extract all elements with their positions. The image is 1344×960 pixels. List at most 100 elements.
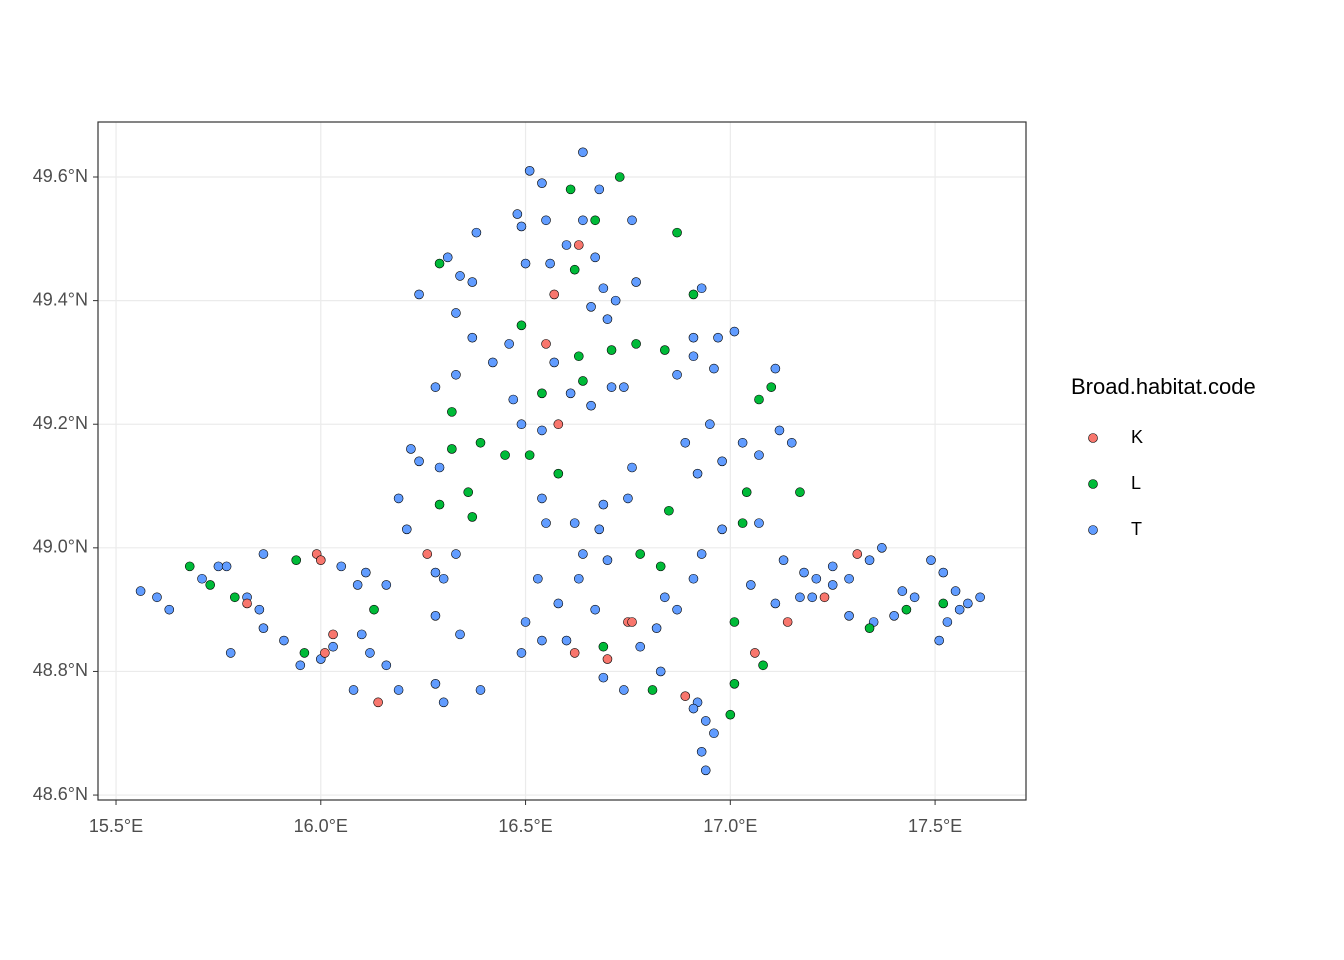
point — [950, 586, 961, 596]
point — [500, 450, 510, 460]
point — [467, 332, 478, 343]
point — [782, 617, 793, 627]
point — [672, 604, 682, 615]
point — [475, 685, 486, 695]
point — [594, 184, 605, 195]
point — [320, 648, 330, 658]
point — [827, 561, 838, 572]
point — [213, 561, 224, 572]
y-tick-label: 49.6°N — [33, 166, 88, 186]
point — [692, 468, 703, 479]
point — [586, 301, 596, 312]
point — [606, 382, 617, 392]
point — [627, 462, 637, 473]
point — [598, 283, 609, 294]
point — [877, 543, 887, 553]
point — [844, 611, 854, 621]
point — [909, 592, 920, 603]
point — [541, 518, 551, 528]
point — [901, 604, 912, 615]
point — [524, 166, 535, 176]
point — [471, 227, 482, 238]
point — [504, 339, 514, 349]
point — [623, 493, 633, 504]
point — [799, 567, 809, 578]
point — [541, 339, 551, 349]
point — [614, 172, 625, 182]
point — [401, 524, 412, 535]
point — [508, 394, 519, 405]
point — [598, 641, 609, 652]
point — [438, 697, 449, 708]
x-tick-label: 17.5°E — [908, 816, 962, 836]
point — [512, 209, 523, 219]
point — [819, 592, 830, 603]
y-tick-label: 49.0°N — [33, 537, 88, 557]
point — [602, 555, 613, 565]
point — [717, 456, 727, 467]
point — [889, 611, 899, 621]
point — [688, 332, 699, 343]
point — [356, 629, 367, 640]
point — [590, 215, 600, 226]
point — [328, 641, 338, 652]
y-tick-label: 49.2°N — [33, 413, 88, 433]
point — [430, 611, 441, 621]
point — [295, 660, 306, 671]
legend-key — [1088, 479, 1098, 489]
point — [578, 549, 588, 559]
point — [545, 258, 555, 269]
point — [680, 437, 691, 448]
point — [754, 450, 764, 460]
point — [569, 648, 580, 658]
point — [451, 308, 461, 318]
point — [688, 289, 699, 300]
point — [524, 450, 535, 460]
point — [254, 604, 265, 615]
point — [242, 598, 252, 609]
x-tick-label: 17.0°E — [703, 816, 757, 836]
point — [713, 332, 723, 343]
y-tick-label: 48.8°N — [33, 660, 88, 680]
point — [827, 580, 838, 590]
point — [619, 382, 629, 392]
point — [635, 549, 646, 559]
point — [365, 648, 375, 658]
point — [725, 709, 736, 720]
point — [299, 648, 310, 658]
point — [696, 549, 707, 559]
point — [475, 437, 486, 448]
point — [864, 555, 875, 565]
point — [467, 512, 478, 522]
point — [975, 592, 985, 603]
point — [852, 549, 863, 559]
point — [393, 493, 404, 504]
point — [406, 444, 416, 454]
point — [844, 573, 854, 584]
point — [516, 320, 527, 331]
point — [795, 592, 805, 603]
point — [184, 561, 195, 572]
point — [442, 252, 453, 263]
point — [520, 617, 531, 627]
point — [381, 660, 392, 671]
point — [447, 407, 457, 417]
point — [221, 561, 232, 572]
point — [455, 629, 465, 640]
point — [573, 573, 584, 584]
point — [434, 258, 445, 269]
point — [606, 345, 617, 355]
point — [229, 592, 240, 603]
point — [627, 617, 637, 627]
point — [627, 215, 637, 226]
point — [381, 580, 392, 590]
point — [664, 505, 674, 516]
point — [897, 586, 908, 596]
point — [709, 728, 719, 739]
point — [598, 499, 609, 510]
point — [938, 598, 949, 609]
point — [430, 679, 441, 689]
point — [754, 394, 764, 405]
point — [455, 271, 465, 281]
